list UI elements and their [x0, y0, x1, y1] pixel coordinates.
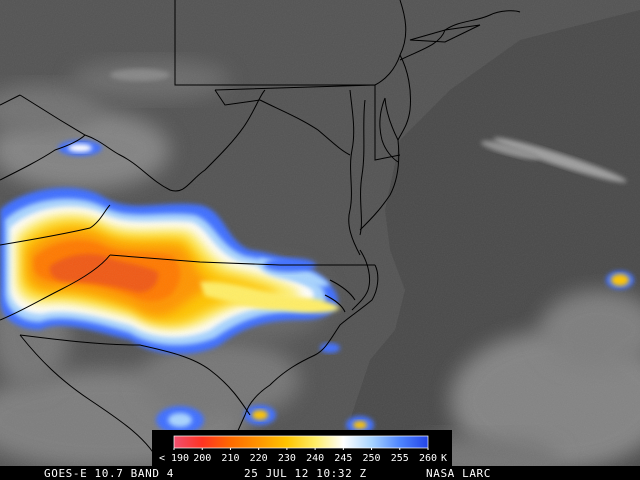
virginia-nc-border	[109, 254, 375, 266]
new-england-coast	[399, 10, 521, 61]
chesapeake-east	[359, 99, 366, 236]
colorbar-unit-label: K	[441, 453, 447, 464]
potomac-river	[259, 99, 351, 156]
nc-sc-border	[19, 334, 251, 416]
ohio-river	[0, 94, 86, 181]
carolina-coastline	[219, 264, 379, 471]
legend-panel: < 190 200 210 220 230 240 245 250 255 260 K	[152, 430, 452, 466]
kentucky-virginia-border	[0, 204, 111, 246]
wv-northern-panhandle	[214, 89, 261, 106]
colorbar-tick-label: 250	[363, 453, 381, 464]
chesapeake-west	[348, 89, 361, 256]
long-island	[409, 24, 481, 43]
colorbar-ticks	[173, 448, 429, 450]
colorbar-tick-label: 210	[221, 453, 239, 464]
political-boundaries	[0, 0, 521, 480]
colorbar-tick-label: 230	[278, 453, 296, 464]
temperature-colorbar	[173, 435, 429, 449]
pennsylvania-ny-border	[174, 0, 375, 86]
colorbar-tick-label: 240	[306, 453, 324, 464]
caption-bar: GOES-E 10.7 BAND 4 25 JUL 12 10:32 Z NAS…	[0, 466, 640, 480]
colorbar-tick-label: 200	[193, 453, 211, 464]
colorbar-tick-label: 245	[334, 453, 352, 464]
colorbar-tick-label: < 190	[159, 453, 189, 464]
pamlico-sound	[324, 279, 356, 313]
delmarva-coast	[359, 139, 400, 231]
colorbar-tick-label: 260	[419, 453, 437, 464]
west-virginia-border	[19, 89, 266, 192]
outer-banks	[351, 249, 371, 311]
colorbar-tick-labels: < 190 200 210 220 230 240 245 250 255 260 K	[159, 453, 447, 464]
sc-ga-border	[19, 334, 161, 466]
colorbar-tick-label: 255	[391, 453, 409, 464]
caption-source: NASA LARC	[426, 467, 491, 480]
tennessee-nc-border	[0, 254, 111, 321]
mason-dixon-line	[214, 84, 401, 161]
caption-datetime: 25 JUL 12 10:32 Z	[244, 467, 367, 480]
new-jersey-coast	[384, 54, 411, 142]
caption-product: GOES-E 10.7 BAND 4	[44, 467, 174, 480]
delaware-bay	[379, 97, 399, 163]
caption-background	[0, 466, 640, 480]
colorbar-tick-label: 220	[250, 453, 268, 464]
